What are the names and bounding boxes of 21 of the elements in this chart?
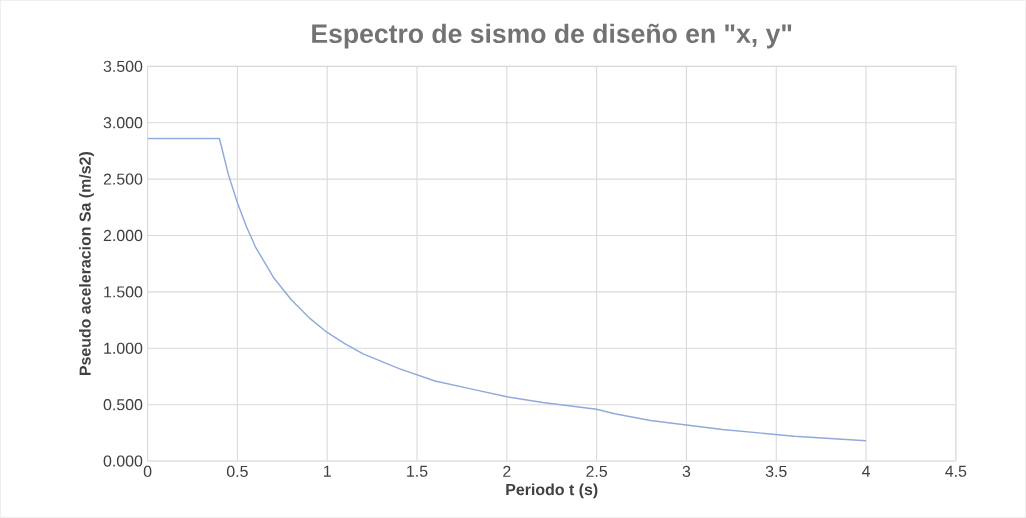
y-tick-label: 1.500 [104, 286, 143, 298]
x-tick-label: 2 [503, 465, 511, 477]
x-tick-label: 4 [861, 465, 871, 477]
x-tick-label: 0 [143, 465, 152, 478]
x-tick-label: 3.5 [765, 465, 787, 478]
x-tick-label: 0.5 [226, 465, 248, 478]
y-tick-label: 0.000 [103, 455, 143, 467]
y-tick-label: 3.000 [103, 117, 143, 129]
x-tick-label: 1 [323, 465, 331, 477]
x-tick-label: 4.5 [945, 465, 967, 477]
x-axis-title: Periodo t (s) [506, 483, 598, 499]
x-tick-label: 2.5 [586, 465, 608, 478]
y-tick-label: 1.000 [104, 342, 143, 354]
chart-title: Espectro de sismo de diseño en "x, y" [312, 23, 792, 49]
y-tick-label: 2.000 [103, 229, 143, 242]
y-tick-label: 2.500 [103, 173, 143, 185]
y-tick-label: 0.500 [103, 399, 143, 411]
x-tick-label: 1.5 [407, 465, 428, 477]
x-tick-label: 3 [682, 465, 691, 478]
y-tick-label: 3.500 [103, 60, 143, 72]
y-axis-title: Pseudo aceleracion Sa (m/s2) [79, 152, 94, 376]
